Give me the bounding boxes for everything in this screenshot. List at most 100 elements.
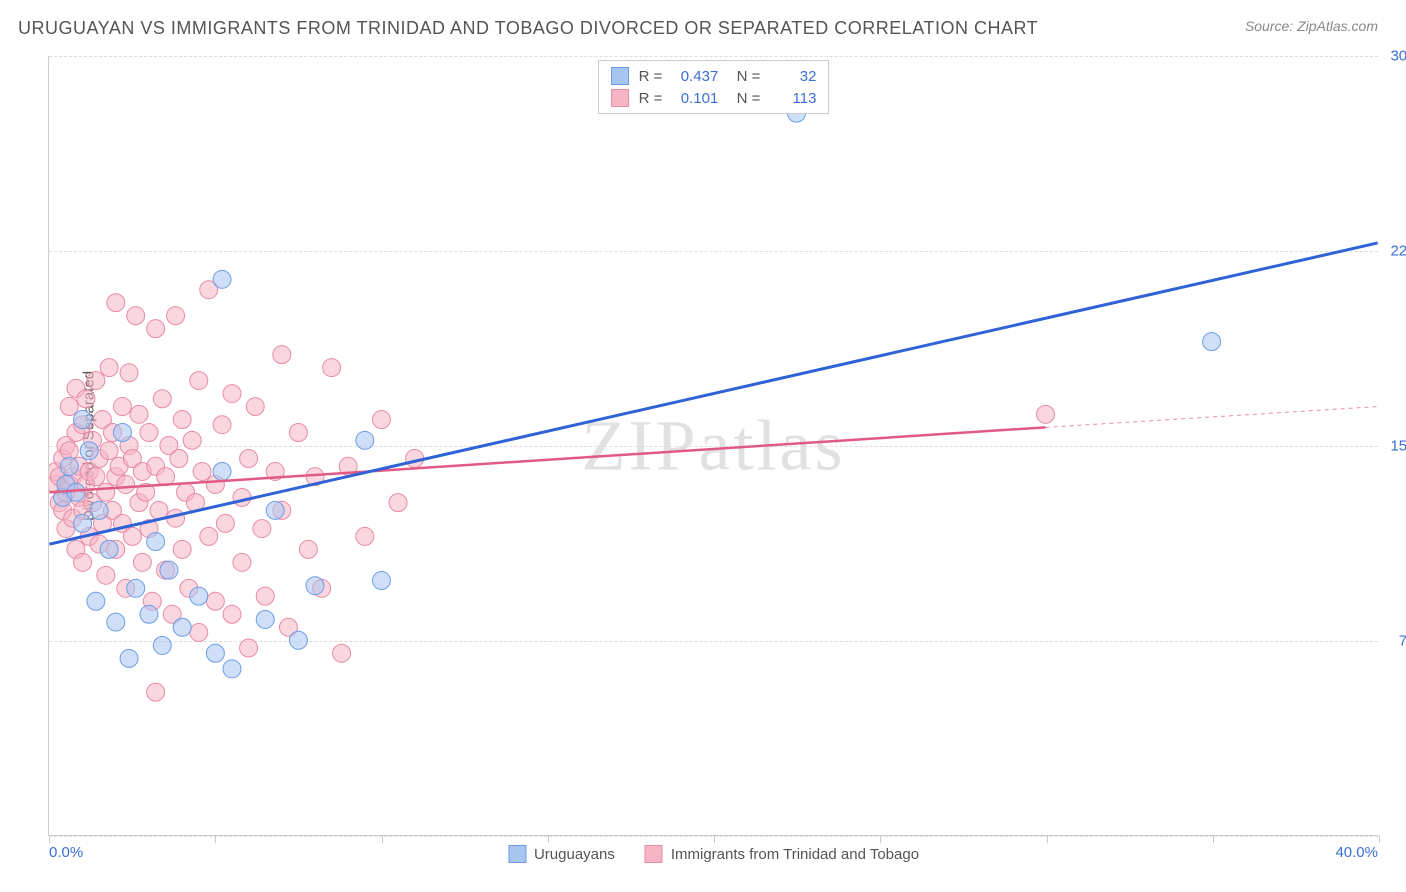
legend-r-value: 0.101 <box>672 90 718 107</box>
scatter-point-trinidad <box>323 359 341 377</box>
scatter-point-trinidad <box>153 390 171 408</box>
scatter-point-uruguayans <box>306 577 324 595</box>
scatter-point-trinidad <box>127 307 145 325</box>
legend-n-label: N = <box>728 68 760 85</box>
scatter-point-trinidad <box>123 527 141 545</box>
scatter-point-trinidad <box>140 424 158 442</box>
scatter-point-uruguayans <box>147 533 165 551</box>
swatch-blue-icon <box>508 845 526 863</box>
scatter-point-trinidad <box>130 405 148 423</box>
scatter-point-uruguayans <box>223 660 241 678</box>
legend-item-trinidad: Immigrants from Trinidad and Tobago <box>645 845 919 863</box>
scatter-point-uruguayans <box>1203 333 1221 351</box>
scatter-point-trinidad <box>97 483 115 501</box>
scatter-point-trinidad <box>253 520 271 538</box>
scatter-point-uruguayans <box>173 618 191 636</box>
legend-row-uruguayans: R = 0.437 N = 32 <box>611 65 817 87</box>
scatter-point-trinidad <box>157 468 175 486</box>
legend-label: Uruguayans <box>534 846 615 863</box>
scatter-point-trinidad <box>167 307 185 325</box>
scatter-point-trinidad <box>233 488 251 506</box>
scatter-point-trinidad <box>117 475 135 493</box>
scatter-point-trinidad <box>173 540 191 558</box>
scatter-point-trinidad <box>87 468 105 486</box>
scatter-point-trinidad <box>107 294 125 312</box>
scatter-point-trinidad <box>100 359 118 377</box>
chart-title: URUGUAYAN VS IMMIGRANTS FROM TRINIDAD AN… <box>18 18 1038 39</box>
scatter-point-trinidad <box>200 527 218 545</box>
scatter-point-uruguayans <box>213 270 231 288</box>
legend-r-value: 0.437 <box>672 68 718 85</box>
scatter-point-uruguayans <box>87 592 105 610</box>
scatter-point-uruguayans <box>160 561 178 579</box>
scatter-point-trinidad <box>74 553 92 571</box>
scatter-point-trinidad <box>356 527 374 545</box>
scatter-point-uruguayans <box>190 587 208 605</box>
swatch-blue-icon <box>611 67 629 85</box>
scatter-point-trinidad <box>240 449 258 467</box>
x-tick <box>714 835 715 843</box>
scatter-point-uruguayans <box>107 613 125 631</box>
legend-label: Immigrants from Trinidad and Tobago <box>671 846 919 863</box>
scatter-point-trinidad <box>87 372 105 390</box>
scatter-point-uruguayans <box>153 636 171 654</box>
scatter-point-trinidad <box>223 605 241 623</box>
legend-n-label: N = <box>728 90 760 107</box>
scatter-point-trinidad <box>289 424 307 442</box>
y-tick-label: 22.5% <box>1390 243 1406 260</box>
scatter-point-uruguayans <box>213 462 231 480</box>
scatter-point-uruguayans <box>80 442 98 460</box>
scatter-point-trinidad <box>206 592 224 610</box>
x-tick <box>49 835 50 843</box>
scatter-point-uruguayans <box>289 631 307 649</box>
scatter-point-trinidad <box>256 587 274 605</box>
scatter-point-trinidad <box>183 431 201 449</box>
chart-area: Divorced or Separated ZIPatlas 7.5%15.0%… <box>48 56 1378 836</box>
scatter-point-trinidad <box>333 644 351 662</box>
legend-n-value: 32 <box>770 68 816 85</box>
scatter-point-uruguayans <box>100 540 118 558</box>
scatter-point-trinidad <box>120 364 138 382</box>
x-tick <box>1379 835 1380 843</box>
scatter-point-trinidad <box>372 411 390 429</box>
x-tick <box>880 835 881 843</box>
scatter-point-uruguayans <box>140 605 158 623</box>
scatter-point-uruguayans <box>60 457 78 475</box>
scatter-point-trinidad <box>240 639 258 657</box>
legend-item-uruguayans: Uruguayans <box>508 845 615 863</box>
scatter-point-trinidad <box>223 385 241 403</box>
x-tick <box>1047 835 1048 843</box>
scatter-point-uruguayans <box>120 649 138 667</box>
scatter-point-trinidad <box>100 442 118 460</box>
x-tick <box>215 835 216 843</box>
swatch-pink-icon <box>645 845 663 863</box>
scatter-point-trinidad <box>213 416 231 434</box>
scatter-point-trinidad <box>233 553 251 571</box>
scatter-point-uruguayans <box>90 501 108 519</box>
scatter-point-uruguayans <box>256 610 274 628</box>
scatter-point-uruguayans <box>113 424 131 442</box>
swatch-pink-icon <box>611 89 629 107</box>
scatter-point-trinidad <box>216 514 234 532</box>
scatter-point-uruguayans <box>127 579 145 597</box>
scatter-point-trinidad <box>190 372 208 390</box>
scatter-point-trinidad <box>147 683 165 701</box>
x-tick <box>1213 835 1214 843</box>
y-tick-label: 7.5% <box>1399 633 1406 650</box>
legend-r-label: R = <box>639 68 663 85</box>
scatter-point-trinidad <box>147 320 165 338</box>
scatter-point-trinidad <box>190 623 208 641</box>
scatter-point-trinidad <box>193 462 211 480</box>
series-legend: Uruguayans Immigrants from Trinidad and … <box>508 845 919 863</box>
legend-n-value: 113 <box>770 90 816 107</box>
scatter-point-uruguayans <box>372 572 390 590</box>
scatter-point-trinidad <box>170 449 188 467</box>
scatter-point-trinidad <box>246 398 264 416</box>
scatter-plot <box>49 56 1378 835</box>
scatter-point-uruguayans <box>74 411 92 429</box>
x-tick <box>382 835 383 843</box>
scatter-point-uruguayans <box>67 483 85 501</box>
legend-row-trinidad: R = 0.101 N = 113 <box>611 87 817 109</box>
scatter-point-trinidad <box>97 566 115 584</box>
y-tick-label: 15.0% <box>1390 438 1406 455</box>
